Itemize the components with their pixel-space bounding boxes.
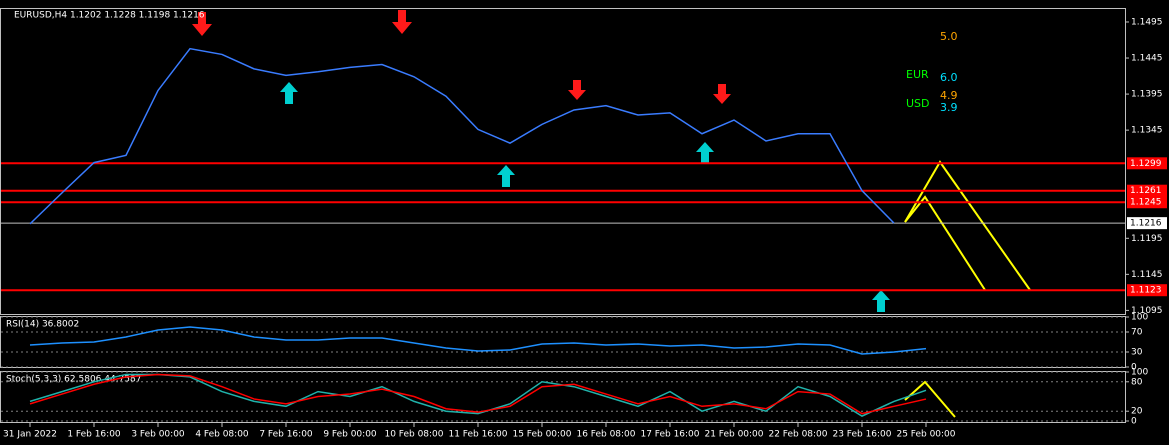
x-tick-label: 3 Feb 00:00 xyxy=(131,430,185,440)
strength-label: 4.9 xyxy=(940,89,958,102)
strength-label: 6.0 xyxy=(940,71,958,84)
level-label-box xyxy=(1127,184,1167,197)
x-tick-label: 17 Feb 16:00 xyxy=(640,430,699,440)
x-tick-label: 31 Jan 2022 xyxy=(3,430,57,440)
y-tick-label: 70 xyxy=(1131,328,1143,338)
strength-label: USD xyxy=(906,97,930,110)
x-tick-label: 1 Feb 16:00 xyxy=(67,430,121,440)
y-tick-label: 1.1445 xyxy=(1131,54,1163,64)
level-label: 1.1299 xyxy=(1130,159,1162,169)
current-price-box xyxy=(1127,217,1167,230)
level-label: 1.1245 xyxy=(1130,198,1162,208)
level-label: 1.1261 xyxy=(1130,186,1162,196)
x-tick-label: 7 Feb 16:00 xyxy=(259,430,313,440)
line xyxy=(29,47,895,225)
level-label-box xyxy=(1127,284,1167,297)
x-tick-label: 9 Feb 00:00 xyxy=(323,430,377,440)
x-tick-label: 10 Feb 08:00 xyxy=(384,430,443,440)
strength-label: 3.9 xyxy=(940,101,958,114)
level-label-box xyxy=(1127,196,1167,209)
y-tick-label: 1.1145 xyxy=(1131,270,1163,280)
y-tick-label: 0 xyxy=(1131,363,1137,373)
y-tick-label: 1.1095 xyxy=(1131,306,1163,316)
current-price-label: 1.1216 xyxy=(1130,219,1162,229)
x-tick-label: 11 Feb 16:00 xyxy=(448,430,507,440)
pane-title: RSI(14) 36.8002 xyxy=(6,320,79,330)
y-tick-label: 100 xyxy=(1131,313,1148,323)
y-tick-label: 1.1395 xyxy=(1131,90,1163,100)
level-label-box xyxy=(1127,157,1167,170)
x-tick-label: 25 Feb 00:00 xyxy=(896,430,955,440)
x-tick-label: 4 Feb 08:00 xyxy=(195,430,249,440)
pane-title: EURUSD,H4 1.1202 1.1228 1.1198 1.1216 xyxy=(14,11,205,21)
y-tick-label: 1.1345 xyxy=(1131,126,1163,136)
strength-label: 5.0 xyxy=(940,30,958,43)
y-tick-label: 0 xyxy=(1131,417,1137,427)
price-pane xyxy=(0,8,1126,315)
strength-label: EUR xyxy=(906,68,929,81)
level-label: 1.1123 xyxy=(1130,286,1162,296)
line xyxy=(29,373,927,415)
x-tick-label: 16 Feb 08:00 xyxy=(576,430,635,440)
y-tick-label: 20 xyxy=(1131,407,1143,417)
y-tick-label: 1.1495 xyxy=(1131,17,1163,27)
x-tick-label: 23 Feb 16:00 xyxy=(832,430,891,440)
x-tick-label: 21 Feb 00:00 xyxy=(704,430,763,440)
stoch-pane xyxy=(0,371,1126,423)
rsi-pane xyxy=(0,316,1126,368)
y-tick-label: 30 xyxy=(1131,348,1143,358)
x-tick-label: 22 Feb 08:00 xyxy=(768,430,827,440)
y-tick-label: 1.1195 xyxy=(1131,234,1163,244)
x-tick-label: 15 Feb 00:00 xyxy=(512,430,571,440)
signal-arrows xyxy=(192,10,890,312)
y-tick-label: 80 xyxy=(1131,377,1143,387)
line xyxy=(29,326,927,355)
y-tick-label: 100 xyxy=(1131,368,1148,378)
pane-title: Stoch(5,3,3) 62.5806 44.7587 xyxy=(6,375,141,385)
